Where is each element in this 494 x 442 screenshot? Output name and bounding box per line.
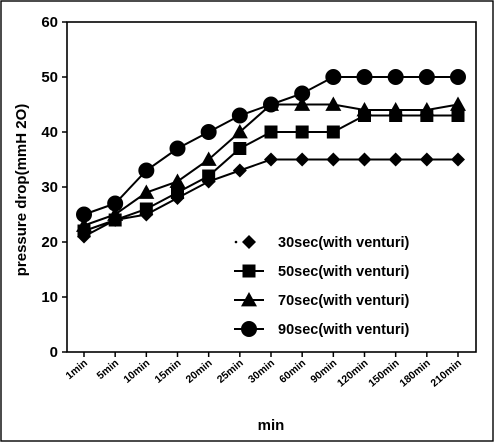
data-point-triangle xyxy=(107,206,124,221)
data-point-circle xyxy=(387,69,404,85)
data-point-square xyxy=(233,142,247,155)
data-point-square xyxy=(139,202,153,216)
x-tick-label: 60min xyxy=(277,357,308,386)
data-point-diamond xyxy=(357,152,372,167)
legend-label: 50sec(with venturi) xyxy=(278,264,410,280)
legend-line-diamond xyxy=(234,240,238,244)
data-point-circle xyxy=(231,107,248,124)
data-point-diamond xyxy=(326,152,341,167)
y-tick-label: 30 xyxy=(41,179,58,196)
data-point-triangle xyxy=(76,217,92,232)
data-point-triangle xyxy=(200,151,217,166)
data-point-circle xyxy=(356,69,373,85)
data-point-circle xyxy=(325,69,342,85)
x-tick-label: 150min xyxy=(366,357,401,389)
legend-label: 30sec(with venturi) xyxy=(278,235,410,251)
y-tick-label: 10 xyxy=(41,289,58,306)
y-tick-label: 20 xyxy=(41,234,58,251)
data-point-triangle xyxy=(325,96,342,111)
data-point-diamond xyxy=(232,163,247,178)
data-point-square xyxy=(326,125,340,139)
data-point-square xyxy=(264,125,278,139)
data-point-triangle xyxy=(294,96,311,111)
data-point-circle xyxy=(418,69,435,85)
x-axis-title: min xyxy=(258,417,285,434)
data-point-circle xyxy=(294,85,311,102)
legend-marker-diamond xyxy=(242,235,256,249)
data-point-circle xyxy=(138,162,155,179)
data-point-triangle xyxy=(450,96,466,111)
data-point-circle xyxy=(169,140,186,157)
x-tick-label: 180min xyxy=(397,357,432,389)
data-point-square xyxy=(451,109,465,122)
data-point-triangle xyxy=(138,184,155,199)
x-tick-label: 10min xyxy=(121,357,152,386)
data-point-triangle xyxy=(169,173,186,188)
x-tick-label: 120min xyxy=(335,357,370,389)
data-point-circle xyxy=(450,69,466,85)
y-tick-label: 60 xyxy=(41,14,58,31)
data-point-circle xyxy=(107,195,124,212)
data-point-square xyxy=(295,125,309,139)
y-axis-title: pressure drop(mmH 2O) xyxy=(13,104,30,277)
data-point-triangle xyxy=(231,124,248,139)
x-tick-label: 30min xyxy=(246,357,277,386)
data-point-triangle xyxy=(387,102,404,117)
data-point-circle xyxy=(200,124,217,140)
x-tick-label: 5min xyxy=(95,357,121,382)
legend-label: 90sec(with venturi) xyxy=(278,322,410,338)
data-point-diamond xyxy=(295,152,310,167)
y-tick-label: 0 xyxy=(50,344,58,361)
data-point-diamond xyxy=(419,152,434,167)
data-point-circle xyxy=(263,96,279,113)
data-point-circle xyxy=(76,206,92,223)
data-point-diamond xyxy=(451,152,465,167)
x-tick-label: 90min xyxy=(308,357,339,386)
legend-marker-square xyxy=(242,264,256,278)
legend-marker-circle xyxy=(241,321,257,337)
plot-area-frame xyxy=(66,21,477,353)
data-point-diamond xyxy=(264,152,278,167)
data-point-square xyxy=(202,169,216,183)
data-point-diamond xyxy=(388,152,403,167)
x-tick-label: 25min xyxy=(215,357,246,386)
data-point-triangle xyxy=(418,102,435,117)
data-point-triangle xyxy=(356,102,373,117)
y-tick-label: 40 xyxy=(41,124,58,141)
x-tick-label: 210min xyxy=(428,357,463,389)
x-tick-label: 1min xyxy=(63,357,89,382)
legend-marker-triangle xyxy=(241,292,257,307)
x-tick-label: 20min xyxy=(184,357,215,386)
legend-label: 70sec(with venturi) xyxy=(278,293,410,309)
data-point-square xyxy=(171,186,184,199)
x-tick-label: 15min xyxy=(152,357,183,386)
y-tick-label: 50 xyxy=(41,69,58,86)
